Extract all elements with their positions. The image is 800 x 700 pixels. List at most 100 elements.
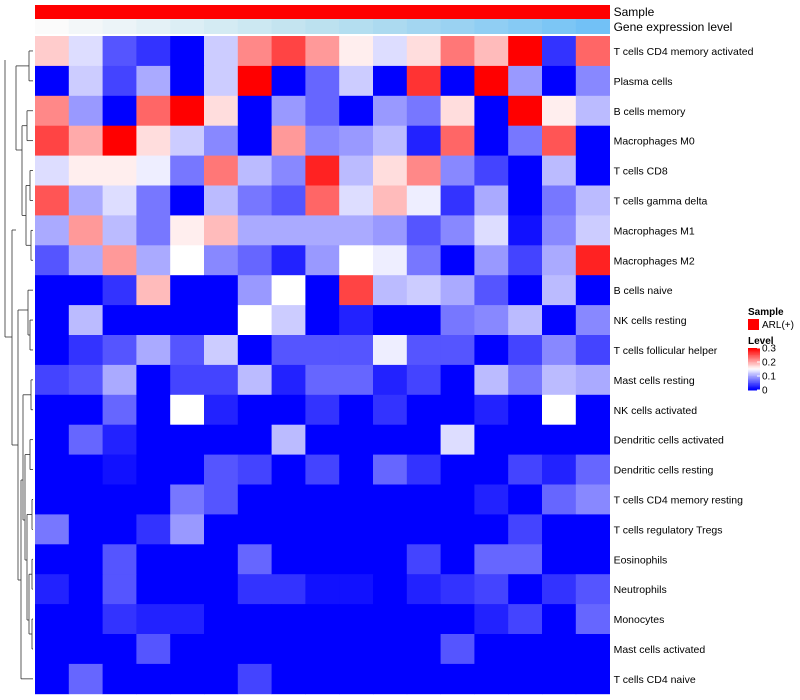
heatmap-cell	[35, 95, 70, 127]
level-legend-gradient	[748, 367, 760, 370]
heatmap-cell	[542, 155, 577, 186]
heatmap-cell	[508, 155, 543, 186]
heatmap-cell	[440, 484, 475, 515]
heatmap-cell	[575, 185, 610, 216]
heatmap-cell	[406, 95, 441, 127]
expression-annotation-cell	[474, 19, 509, 34]
heatmap-cell	[237, 305, 272, 336]
heatmap-cell	[406, 424, 441, 455]
heatmap-cell	[339, 634, 374, 665]
heatmap-cell	[406, 65, 441, 97]
heatmap-cell	[204, 364, 239, 396]
heatmap-cell	[575, 364, 610, 396]
heatmap-cell	[68, 125, 103, 156]
level-legend-gradient	[748, 388, 760, 391]
heatmap-cell	[204, 305, 239, 336]
row-label: Mast cells resting	[614, 375, 695, 387]
heatmap-cell	[68, 364, 103, 396]
heatmap-cell	[102, 185, 137, 216]
heatmap-cell	[136, 394, 171, 426]
heatmap-cell	[508, 484, 543, 515]
heatmap-cell	[474, 394, 509, 426]
heatmap-cell	[339, 364, 374, 396]
level-legend-gradient	[748, 350, 760, 353]
heatmap-cell	[542, 574, 577, 605]
heatmap-cell	[271, 574, 306, 605]
level-legend-gradient	[748, 362, 760, 364]
heatmap-cell	[305, 604, 340, 635]
heatmap-cell	[136, 125, 171, 156]
heatmap-cell	[440, 663, 475, 695]
heatmap-cell	[204, 335, 239, 366]
heatmap-cell	[68, 394, 103, 426]
level-legend-gradient	[748, 360, 760, 363]
heatmap-cell	[542, 394, 577, 426]
heatmap-cell	[508, 95, 543, 127]
heatmap-cell	[575, 275, 610, 306]
heatmap-cell	[373, 335, 408, 366]
heatmap-cell	[406, 454, 441, 485]
expression-annotation-cell	[373, 19, 408, 34]
level-legend-gradient	[748, 373, 760, 376]
row-label: Dendritic cells resting	[614, 465, 714, 477]
heatmap-cell	[508, 125, 543, 156]
level-legend-tick-label: 0.1	[762, 372, 776, 383]
heatmap-cell	[68, 454, 103, 485]
heatmap-cell	[204, 484, 239, 515]
heatmap-cell	[575, 36, 610, 67]
heatmap-cell	[68, 245, 103, 276]
heatmap-cell	[542, 125, 577, 156]
heatmap-cell	[271, 215, 306, 246]
expression-annotation-cell	[271, 19, 306, 34]
sample-annotation-cell	[575, 5, 610, 19]
heatmap-cell	[136, 185, 171, 216]
heatmap-cell	[305, 36, 340, 67]
heatmap-cell	[68, 275, 103, 306]
heatmap-cell	[440, 394, 475, 426]
heatmap-cell	[170, 364, 205, 396]
sample-annotation-cell	[35, 5, 70, 19]
heatmap-cell	[474, 424, 509, 455]
level-legend-gradient	[748, 385, 760, 388]
heatmap-cell	[440, 215, 475, 246]
heatmap-cell	[68, 574, 103, 605]
heatmap-cell	[35, 65, 70, 97]
heatmap-cell	[136, 424, 171, 455]
heatmap-cell	[35, 394, 70, 426]
heatmap-cell	[35, 454, 70, 485]
heatmap-cell	[508, 574, 543, 605]
heatmap-cell	[305, 275, 340, 306]
heatmap-cell	[373, 394, 408, 426]
level-legend-gradient	[748, 366, 760, 369]
heatmap-cell	[237, 663, 272, 695]
heatmap-cell	[68, 215, 103, 246]
heatmap-cell	[373, 424, 408, 455]
heatmap-cell	[237, 514, 272, 545]
heatmap-cell	[575, 484, 610, 515]
heatmap-cell	[542, 215, 577, 246]
heatmap-cell	[237, 245, 272, 276]
heatmap-cell	[204, 604, 239, 635]
heatmap-cell	[136, 215, 171, 246]
heatmap-cell	[542, 364, 577, 396]
sample-annotation-cell	[440, 5, 475, 19]
heatmap-cell	[237, 275, 272, 306]
heatmap-cell	[373, 544, 408, 575]
heatmap-cell	[305, 454, 340, 485]
row-label: NK cells resting	[614, 315, 687, 327]
heatmap-cell	[339, 305, 374, 336]
heatmap-cell	[508, 544, 543, 575]
heatmap-cell	[474, 364, 509, 396]
level-legend-gradient	[748, 378, 760, 381]
heatmap-cell	[575, 544, 610, 575]
heatmap-cell	[575, 215, 610, 246]
heatmap-cell	[575, 95, 610, 127]
heatmap-cell	[474, 574, 509, 605]
heatmap-cell	[35, 335, 70, 366]
heatmap-cell	[339, 335, 374, 366]
heatmap-cell	[170, 663, 205, 695]
heatmap-cell	[474, 275, 509, 306]
heatmap-cell	[305, 663, 340, 695]
heatmap-cell	[575, 634, 610, 665]
